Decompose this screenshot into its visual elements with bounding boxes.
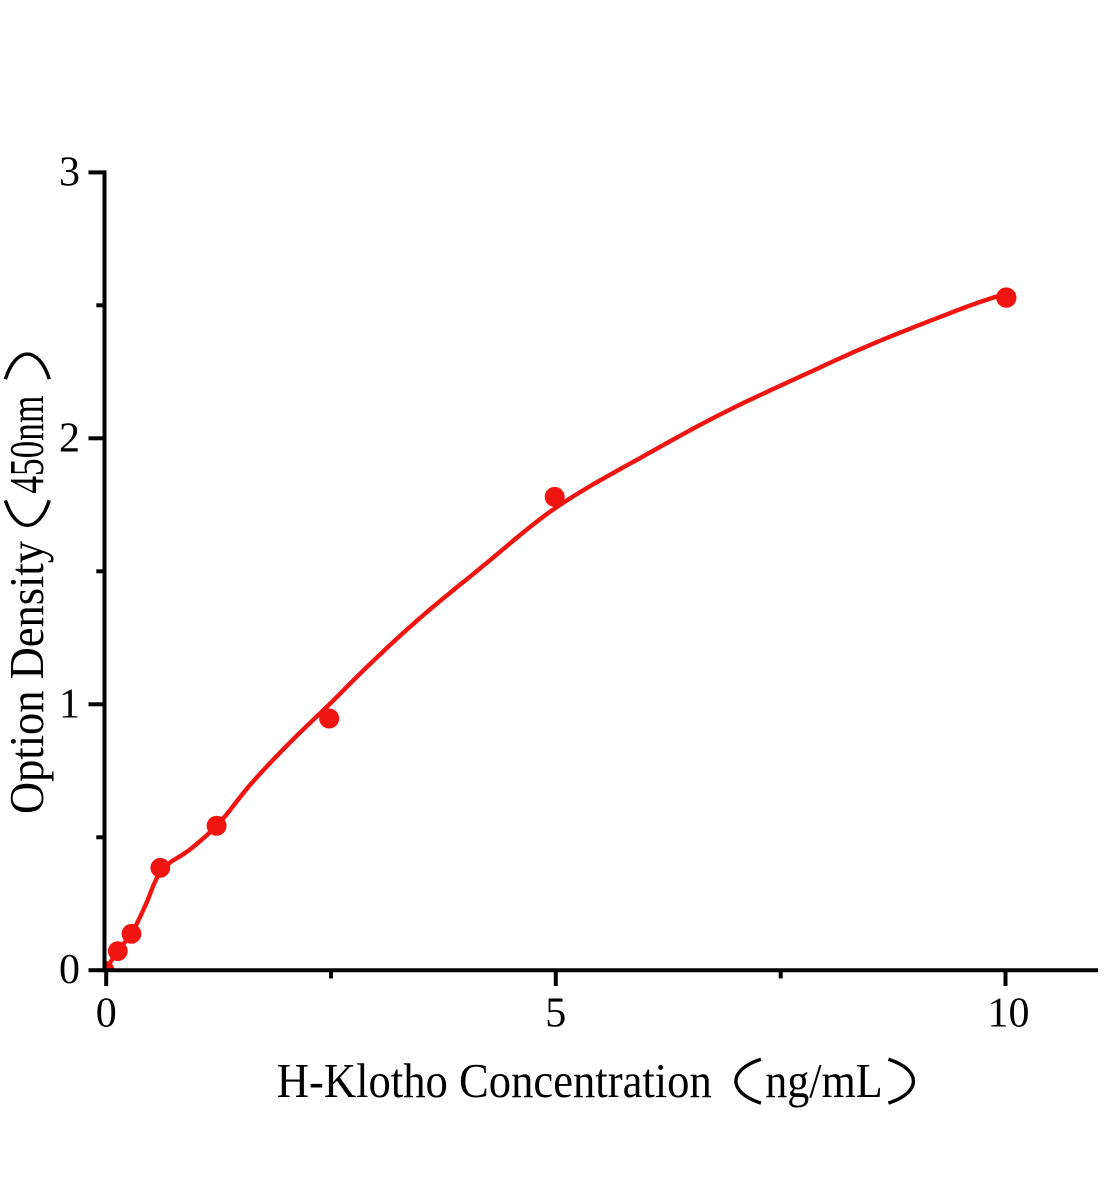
svg-text:1: 1 xyxy=(59,681,80,727)
svg-text:10: 10 xyxy=(988,991,1030,1037)
svg-text:H-Klotho Concentration: H-Klotho Concentration xyxy=(277,1055,712,1108)
svg-text:Option Density: Option Density xyxy=(1,540,54,814)
svg-text:3: 3 xyxy=(59,149,80,195)
svg-text:2: 2 xyxy=(59,415,80,461)
svg-text:ng/mL: ng/mL xyxy=(765,1055,883,1108)
svg-text:450nm: 450nm xyxy=(1,396,54,494)
svg-text:0: 0 xyxy=(96,991,117,1037)
svg-text:5: 5 xyxy=(545,991,566,1037)
svg-text:0: 0 xyxy=(59,947,80,993)
